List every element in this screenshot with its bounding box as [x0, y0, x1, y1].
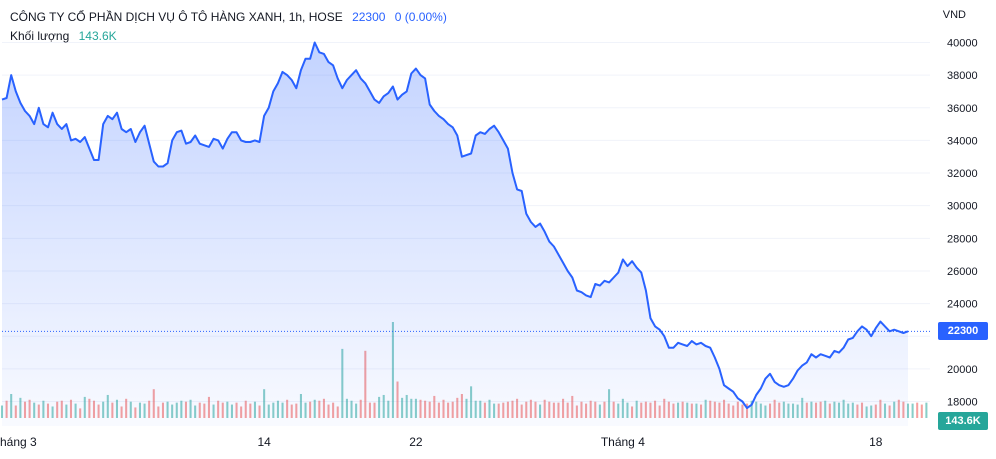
- last-price: 22300: [352, 10, 386, 24]
- y-tick-label: 34000: [947, 135, 978, 147]
- y-tick-label: 38000: [947, 70, 978, 82]
- legend-volume-row: Khối lượng 143.6K: [10, 27, 447, 46]
- symbol-title[interactable]: CÔNG TY CỔ PHẦN DỊCH VỤ Ô TÔ HÀNG XANH, …: [10, 10, 343, 24]
- chart-legend: CÔNG TY CỔ PHẦN DỊCH VỤ Ô TÔ HÀNG XANH, …: [10, 8, 447, 46]
- volume-bar: [911, 403, 914, 418]
- x-tick-label: 22: [409, 435, 423, 449]
- volume-badge: 143.6K: [938, 412, 988, 430]
- x-tick-label: 18: [869, 435, 883, 449]
- y-tick-label: 30000: [947, 201, 978, 213]
- last-price-badge: 22300: [938, 322, 988, 341]
- volume-bar: [925, 402, 928, 418]
- y-tick-label: 28000: [947, 233, 978, 245]
- volume-label[interactable]: Khối lượng: [10, 29, 70, 43]
- y-tick-label: 26000: [947, 266, 978, 278]
- price-change: 0 (0.00%): [394, 10, 447, 24]
- volume-bar: [916, 402, 919, 418]
- currency-label[interactable]: VND: [942, 9, 966, 21]
- y-tick-label: 32000: [947, 168, 978, 180]
- volume-bar: [920, 404, 923, 418]
- legend-symbol-row: CÔNG TY CỔ PHẦN DỊCH VỤ Ô TÔ HÀNG XANH, …: [10, 8, 447, 27]
- price-area: [1, 41, 909, 426]
- volume-value: 143.6K: [78, 29, 117, 43]
- x-tick-label: háng 3: [0, 435, 37, 449]
- x-tick-label: Tháng 4: [601, 435, 645, 449]
- x-tick-label: 14: [257, 435, 271, 449]
- y-tick-label: 24000: [947, 299, 978, 311]
- price-axis[interactable]: 18000 20000 24000 26000 28000 30000 32000 34000…: [947, 37, 978, 408]
- y-tick-label: 36000: [947, 103, 978, 115]
- y-tick-label: 18000: [947, 397, 978, 409]
- y-tick-label: 20000: [947, 364, 978, 376]
- price-line: [1, 41, 909, 409]
- y-tick-label: 40000: [947, 37, 978, 49]
